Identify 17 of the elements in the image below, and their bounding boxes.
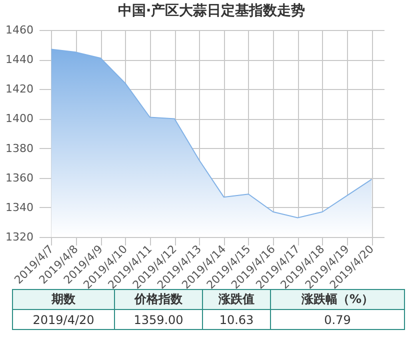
text: 价格指数 [134,292,182,306]
text: 涨跌值 [218,292,254,306]
y-tick-label: 1360 [6,171,34,184]
y-tick-label: 1380 [6,142,34,155]
text: 0.79 [270,310,404,330]
text: 1359.00 [114,310,202,330]
chart-title: 中国·产区大蒜日定基指数走势 [118,2,306,19]
text: 涨跌幅（%） [301,292,374,306]
y-tick-label: 1420 [6,82,34,96]
y-tick-label: 1440 [6,53,34,66]
y-tick-label: 1400 [6,112,34,126]
y-tick-label: 1340 [6,200,34,214]
text: 2019/4/20 [12,310,114,330]
y-tick-label: 1460 [6,24,34,36]
y-tick-label: 1320 [6,230,34,244]
text: 期数 [52,292,76,306]
text: 10.63 [202,310,270,330]
